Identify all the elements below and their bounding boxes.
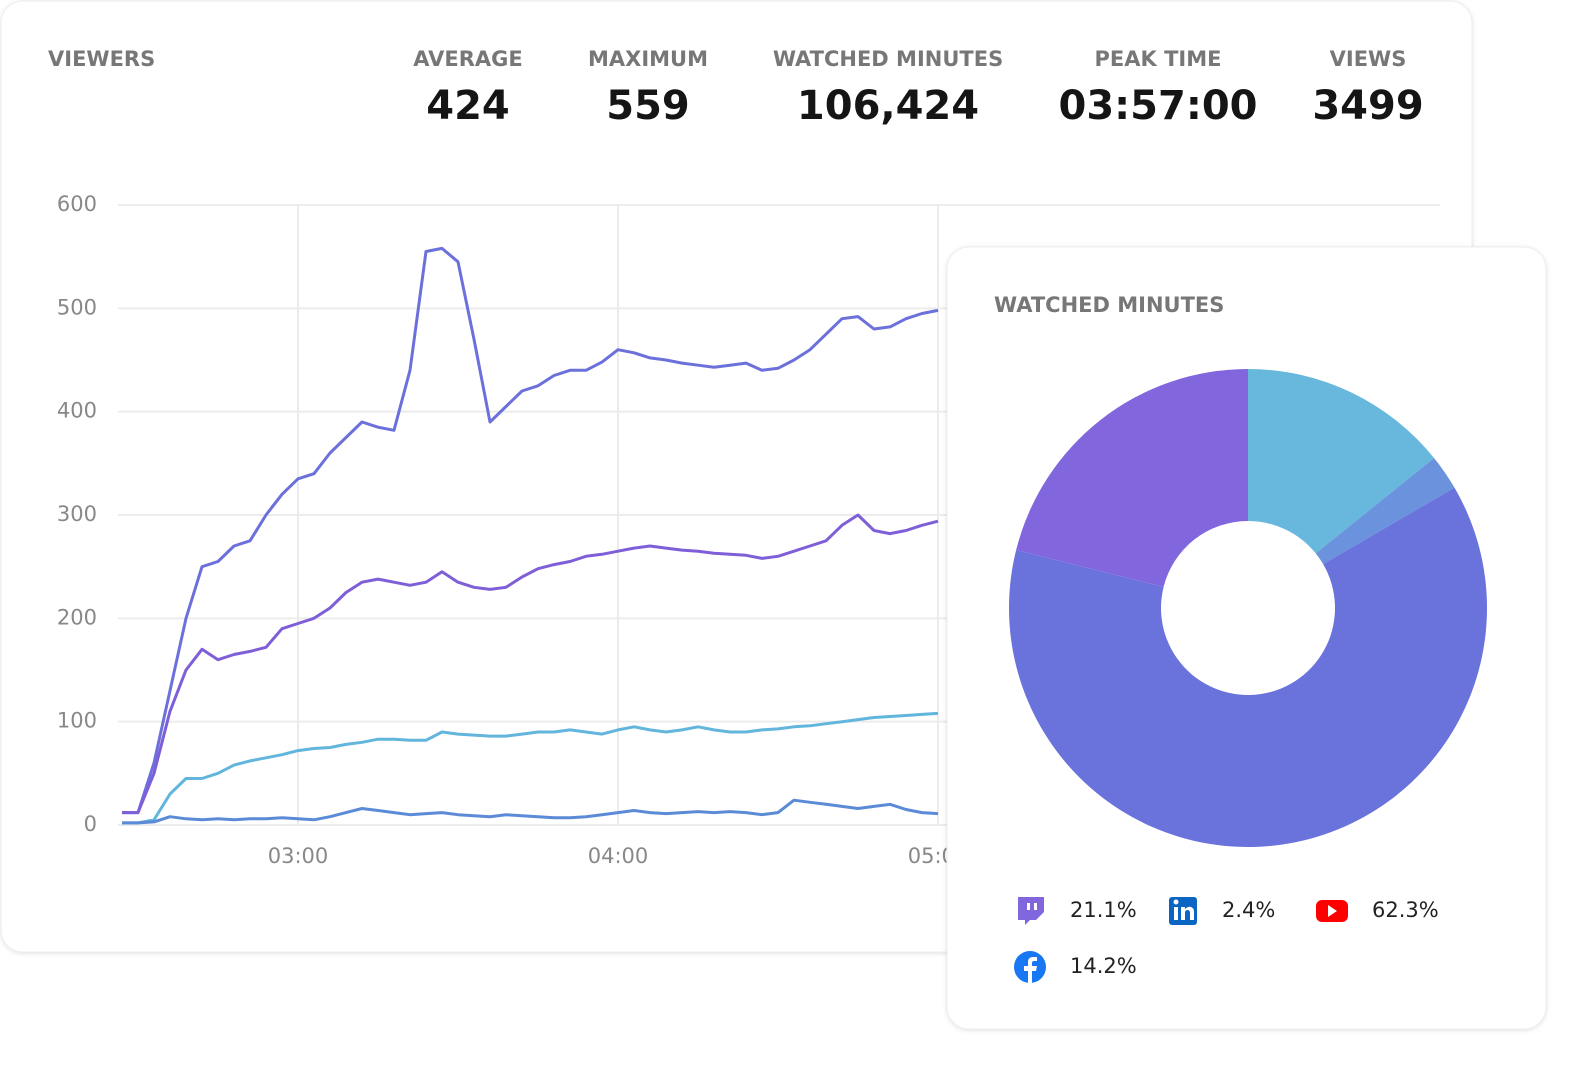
stat-label: AVERAGE [413,47,522,71]
stat-value: 106,424 [797,83,979,129]
pie-title: WATCHED MINUTES [994,293,1224,317]
pie-slice [1248,369,1435,554]
legend-label: 14.2% [1070,954,1137,978]
stat-value: 559 [606,83,690,129]
x-tick-label: 03:00 [268,844,329,868]
legend-label: 21.1% [1070,898,1137,922]
stat-value: 3499 [1312,83,1423,129]
stat-value: 03:57:00 [1059,83,1258,129]
series-line [122,711,939,825]
y-tick-label: 500 [57,295,97,319]
x-tick-label: 04:00 [588,844,649,868]
y-tick-label: 200 [57,605,97,629]
y-tick-label: 400 [57,399,97,423]
stat-label: MAXIMUM [588,47,708,71]
stat-label: WATCHED MINUTES [773,47,1003,71]
legend-label: 62.3% [1372,898,1439,922]
y-tick-label: 100 [57,709,97,733]
stats: AVERAGE 424 MAXIMUM 559 WATCHED MINUTES 106,4… [413,47,1423,129]
twitch-icon [1018,897,1044,925]
y-tick-label: 600 [57,192,97,216]
viewers-title: VIEWERS [48,47,155,71]
y-tick-label: 300 [57,502,97,526]
legend: 21.1% 2.4% 62.3% 14.2% [1014,897,1439,983]
pie-slice [1315,457,1455,565]
stat-value: 424 [426,83,510,129]
series-line [122,246,939,815]
series-line [122,798,939,825]
stat-label: VIEWS [1330,47,1407,71]
pie-slice [1016,369,1248,587]
linkedin-icon [1169,897,1197,925]
legend-label: 2.4% [1222,898,1275,922]
pie-slice [1009,487,1488,847]
youtube-icon [1316,900,1348,922]
pie-chart [1009,369,1488,847]
series-line [122,513,939,815]
stat-label: PEAK TIME [1095,47,1222,71]
y-tick-label: 0 [84,812,97,836]
facebook-icon [1014,951,1046,983]
